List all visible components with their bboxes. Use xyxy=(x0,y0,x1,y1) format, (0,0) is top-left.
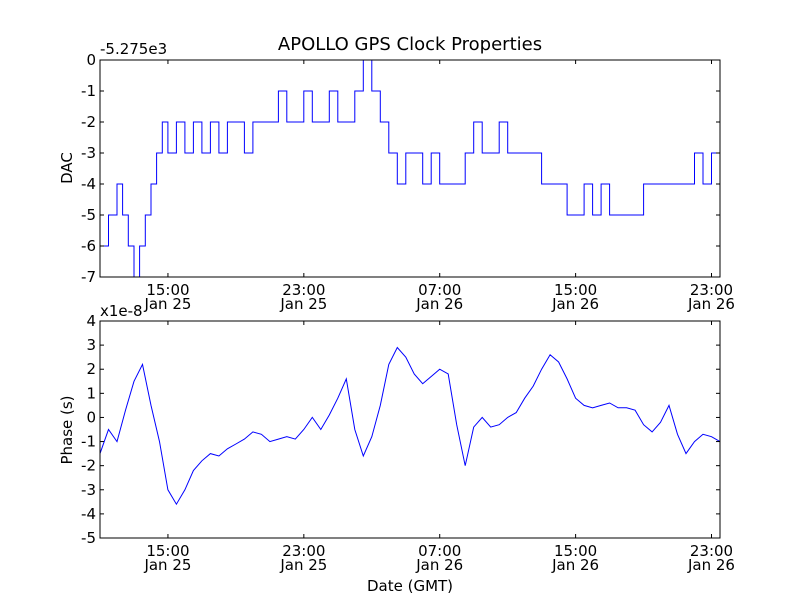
phase-ytick-label: -5 xyxy=(81,529,96,547)
phase-ytick-label: -2 xyxy=(81,457,96,475)
dac-ytick-group: 0 -1 -2 -3 -4 -5 -6 -7 xyxy=(81,51,720,286)
phase-xtick-date-label: Jan 26 xyxy=(551,556,599,574)
phase-ytick-label: 2 xyxy=(86,360,96,378)
dac-xtick-date-label: Jan 25 xyxy=(279,295,327,313)
phase-offset-label: x1e-8 xyxy=(100,302,143,320)
dac-xtick-time-label: 07:00 xyxy=(418,281,461,299)
phase-ytick-label: -1 xyxy=(81,433,96,451)
phase-ylabel: Phase (s) xyxy=(58,395,76,464)
phase-xlabel: Date (GMT) xyxy=(367,577,453,595)
dac-ytick-label: -2 xyxy=(81,113,96,131)
dac-xtick-time-label: 23:00 xyxy=(690,281,733,299)
phase-xtick-time-label: 23:00 xyxy=(690,542,733,560)
dac-xtick-date-label: Jan 26 xyxy=(551,295,599,313)
dac-ytick-label: -6 xyxy=(81,237,96,255)
phase-xtick-date-label: Jan 25 xyxy=(143,556,191,574)
phase-ytick-label: -3 xyxy=(81,481,96,499)
phase-xtick-time-label: 23:00 xyxy=(282,542,325,560)
phase-ytick-label: 3 xyxy=(86,336,96,354)
phase-axes-frame xyxy=(99,320,721,539)
dac-xtick-date-label: Jan 26 xyxy=(687,295,735,313)
phase-xtick-date-label: Jan 25 xyxy=(279,556,327,574)
phase-ytick-label: -4 xyxy=(81,505,96,523)
phase-xtick-time-label: 15:00 xyxy=(554,542,597,560)
dac-ytick-label: -7 xyxy=(81,268,96,286)
phase-xtick-time-label: 07:00 xyxy=(418,542,461,560)
dac-ytick-label: -1 xyxy=(81,82,96,100)
phase-series-line xyxy=(99,346,721,506)
dac-ytick-label: 0 xyxy=(86,51,96,69)
phase-xtick-date-label: Jan 26 xyxy=(415,556,463,574)
dac-xtick-time-label: 23:00 xyxy=(282,281,325,299)
dac-xtick-date-label: Jan 25 xyxy=(143,295,191,313)
dac-offset-label: -5.275e3 xyxy=(100,40,167,58)
chart-title: APOLLO GPS Clock Properties xyxy=(278,34,542,55)
dac-series-line xyxy=(100,59,721,278)
dac-ylabel: DAC xyxy=(58,152,76,184)
phase-xtick-date-label: Jan 26 xyxy=(687,556,735,574)
dac-axes-frame xyxy=(99,59,721,278)
dac-ytick-label: -4 xyxy=(81,175,96,193)
phase-ytick-label: 4 xyxy=(86,312,96,330)
dac-ytick-label: -5 xyxy=(81,206,96,224)
phase-ytick-group: 4 3 2 1 0 -1 -2 -3 -4 -5 xyxy=(81,312,720,547)
phase-ytick-label: 1 xyxy=(86,384,96,402)
dac-xtick-date-label: Jan 26 xyxy=(415,295,463,313)
dac-ytick-label: -3 xyxy=(81,144,96,162)
dac-xtick-time-label: 15:00 xyxy=(146,281,189,299)
phase-xtick-time-label: 15:00 xyxy=(146,542,189,560)
phase-ytick-label: 0 xyxy=(86,408,96,426)
dac-xtick-time-label: 15:00 xyxy=(554,281,597,299)
